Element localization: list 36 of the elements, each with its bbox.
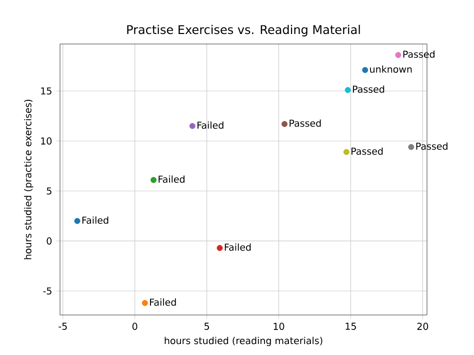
y-axis-title: hours studied (practice exercises) [24, 100, 34, 260]
annotation: Passed [403, 50, 434, 58]
point [362, 66, 368, 73]
y-tick-label: 0 [46, 237, 52, 245]
annotation: Failed [150, 298, 176, 306]
annotation: Passed [416, 142, 448, 150]
y-tick-label: 5 [46, 187, 52, 195]
annotation: Failed [224, 243, 251, 251]
point [150, 176, 157, 183]
annotation: unknown [370, 65, 412, 73]
point [142, 300, 148, 306]
point [216, 244, 223, 251]
annotation: Failed [158, 175, 184, 183]
point [282, 120, 288, 127]
annotation: Passed [352, 147, 383, 155]
annotation: Failed [198, 121, 224, 129]
annotation: Passed [352, 85, 384, 93]
point [408, 144, 414, 150]
x-tick-label: 15 [346, 322, 356, 330]
point [344, 86, 351, 93]
x-tick-label: 5 [204, 322, 209, 330]
x-tick-label: 10 [274, 322, 284, 330]
point [343, 148, 350, 155]
annotation: Failed [82, 216, 108, 224]
y-tick-label: 10 [41, 137, 52, 145]
point [395, 52, 402, 58]
point [74, 218, 80, 224]
annotation: Passed [290, 119, 321, 127]
y-tick-label: 15 [41, 87, 52, 95]
x-tick-label: -5 [58, 322, 67, 330]
x-tick-label: 20 [417, 322, 428, 330]
point [189, 122, 196, 129]
x-tick-label: 0 [132, 322, 138, 330]
chart-title: Practise Exercises vs. Reading Material [127, 24, 360, 36]
y-tick-label: -5 [43, 287, 52, 295]
x-axis-title: hours studied (reading materials) [164, 336, 322, 346]
